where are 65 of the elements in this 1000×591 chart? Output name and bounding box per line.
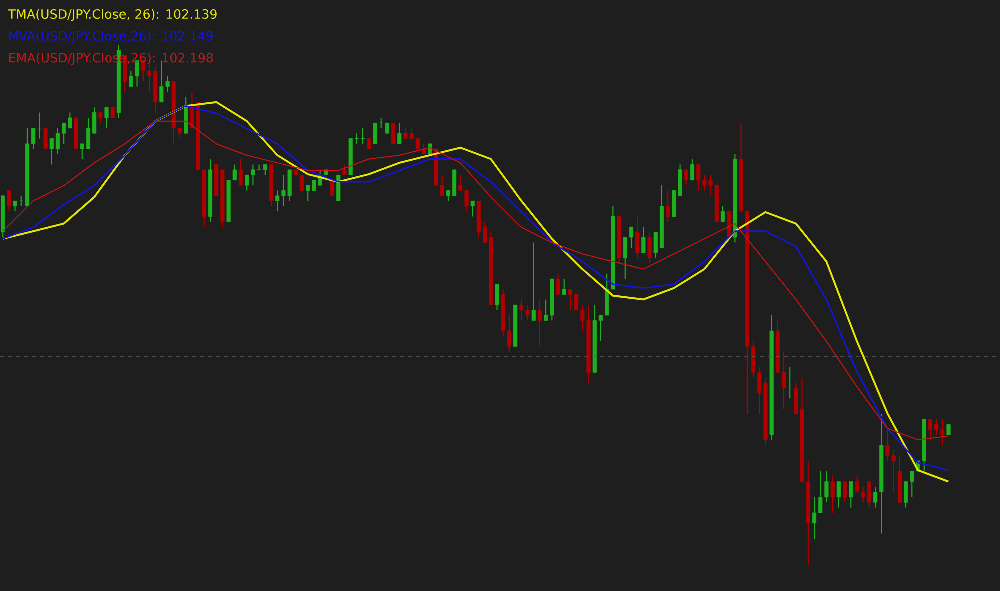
candlestick <box>843 481 848 504</box>
candlestick <box>556 273 560 296</box>
candlestick <box>623 236 628 280</box>
candlestick <box>849 481 854 508</box>
candlestick <box>13 200 18 212</box>
candlestick <box>946 424 951 436</box>
candlestick <box>470 200 475 218</box>
candlestick <box>7 190 12 212</box>
candlestick <box>684 169 688 186</box>
candlestick <box>330 180 335 196</box>
candlestick <box>574 294 579 311</box>
candlestick <box>940 418 945 446</box>
candlestick <box>50 138 54 166</box>
candlestick <box>483 221 488 244</box>
candlestick <box>92 107 97 134</box>
candlestick <box>367 138 372 150</box>
candlestick <box>544 299 548 322</box>
candlestick <box>507 314 512 352</box>
candlestick <box>666 190 670 222</box>
candlestick <box>300 174 304 192</box>
candlestick <box>636 216 640 259</box>
candlestick <box>654 232 658 259</box>
candlestick <box>86 117 91 150</box>
candlestick <box>782 351 786 410</box>
candlestick <box>568 288 572 311</box>
candlestick <box>178 128 182 140</box>
candlestick <box>68 112 72 129</box>
candlestick <box>446 190 450 202</box>
candlestick <box>867 481 872 508</box>
candlestick <box>598 314 604 342</box>
candlestick <box>562 278 566 296</box>
candlestick <box>690 159 695 181</box>
candlestick <box>80 143 84 160</box>
candlestick <box>648 232 652 264</box>
candlestick <box>495 284 500 311</box>
candlestick <box>44 128 48 150</box>
candlestick <box>629 226 634 248</box>
candlestick <box>904 481 908 508</box>
candlestick <box>263 164 268 176</box>
candlestick <box>642 226 646 254</box>
text: TMA(USD/JPY.Close, 26): 102.139 <box>8 9 217 22</box>
candlestick <box>830 476 835 514</box>
candlestick <box>104 107 109 129</box>
candlestick <box>32 128 36 150</box>
candlestick <box>62 122 66 145</box>
candlestick <box>385 122 390 134</box>
candlestick <box>538 299 542 348</box>
candlestick <box>836 481 841 508</box>
text: MVA(USD/JPY.Close,26): 102.149 <box>9 31 213 44</box>
candlestick <box>720 206 726 222</box>
candlestick <box>532 242 536 322</box>
candlestick <box>398 122 402 145</box>
candlestick <box>416 138 420 150</box>
candlestick <box>928 418 932 441</box>
candlestick <box>232 164 237 181</box>
candlestick <box>934 418 939 436</box>
candlestick <box>56 128 60 155</box>
candlestick <box>874 486 878 508</box>
candlestick <box>812 496 817 540</box>
candlestick <box>392 122 396 145</box>
candlestick <box>373 122 378 145</box>
candlestick <box>98 112 103 124</box>
candlestick <box>342 164 347 176</box>
candlestick <box>110 107 115 119</box>
candlestick <box>238 159 244 186</box>
